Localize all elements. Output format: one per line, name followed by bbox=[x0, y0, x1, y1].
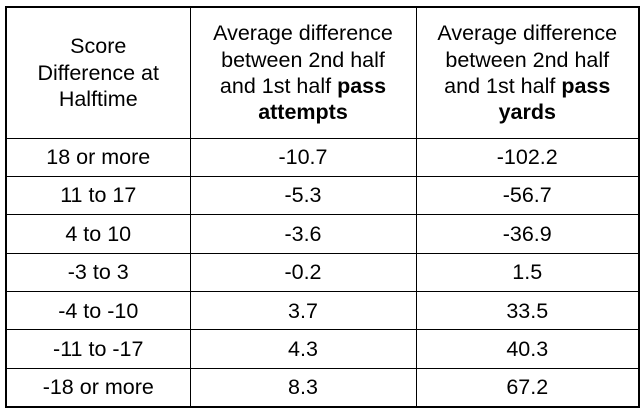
score-cell: 4 to 10 bbox=[5, 214, 191, 254]
yards-cell: -56.7 bbox=[415, 175, 640, 216]
header-yards-line-3: and 1st half pass bbox=[417, 73, 639, 99]
table-row: -3 to 3 -0.2 1.5 bbox=[5, 252, 640, 293]
header-attempts-line-3: and 1st half pass bbox=[191, 73, 416, 99]
header-yards-line-3-plain: and 1st half bbox=[444, 73, 562, 98]
table-row: 4 to 10 -3.6 -36.9 bbox=[5, 214, 640, 254]
header-attempts-line-2: between 2nd half bbox=[221, 47, 385, 72]
header-score-difference: Score Difference at Halftime bbox=[5, 6, 191, 139]
table-row: -18 or more 8.3 67.2 bbox=[5, 367, 640, 408]
header-pass-attempts: Average difference between 2nd half and … bbox=[189, 6, 417, 139]
header-score-line-2: Difference at bbox=[37, 60, 159, 85]
yards-cell: 1.5 bbox=[415, 252, 640, 293]
table-row: -11 to -17 4.3 40.3 bbox=[5, 329, 640, 369]
header-score-line-3: Halftime bbox=[58, 86, 138, 111]
score-cell: -3 to 3 bbox=[5, 252, 191, 293]
yards-cell: 67.2 bbox=[415, 367, 640, 408]
yards-cell: 40.3 bbox=[415, 329, 640, 369]
score-cell: 11 to 17 bbox=[5, 175, 191, 216]
score-cell: 18 or more bbox=[5, 137, 191, 177]
header-yards-line-1: Average difference bbox=[437, 21, 618, 46]
attempts-cell: -0.2 bbox=[189, 252, 417, 293]
attempts-cell: -3.6 bbox=[189, 214, 417, 254]
score-cell: -4 to -10 bbox=[5, 291, 191, 331]
attempts-cell: -10.7 bbox=[189, 137, 417, 177]
header-pass-yards: Average difference between 2nd half and … bbox=[415, 6, 640, 139]
attempts-cell: -5.3 bbox=[189, 175, 417, 216]
yards-cell: 33.5 bbox=[415, 291, 640, 331]
score-difference-table: Score Difference at Halftime Average dif… bbox=[5, 6, 640, 408]
header-row: Score Difference at Halftime Average dif… bbox=[5, 6, 640, 139]
header-attempts-line-3-bold: pass bbox=[337, 73, 387, 98]
header-attempts-line-1: Average difference bbox=[213, 21, 393, 46]
header-score-line-1: Score bbox=[70, 34, 127, 59]
attempts-cell: 8.3 bbox=[189, 367, 417, 408]
attempts-cell: 4.3 bbox=[189, 329, 417, 369]
header-yards-line-3-bold: pass bbox=[561, 73, 611, 98]
header-attempts-line-3-plain: and 1st half bbox=[219, 73, 338, 98]
yards-cell: -36.9 bbox=[415, 214, 640, 254]
score-cell: -11 to -17 bbox=[5, 329, 191, 369]
table-row: 11 to 17 -5.3 -56.7 bbox=[5, 175, 640, 216]
attempts-cell: 3.7 bbox=[189, 291, 417, 331]
table-row: -4 to -10 3.7 33.5 bbox=[5, 291, 640, 331]
score-cell: -18 or more bbox=[5, 367, 191, 408]
header-yards-line-2: between 2nd half bbox=[445, 47, 610, 72]
yards-cell: -102.2 bbox=[415, 137, 640, 177]
header-attempts-line-4: attempts bbox=[258, 99, 348, 124]
header-yards-line-4: yards bbox=[498, 99, 556, 124]
table-row: 18 or more -10.7 -102.2 bbox=[5, 137, 640, 177]
